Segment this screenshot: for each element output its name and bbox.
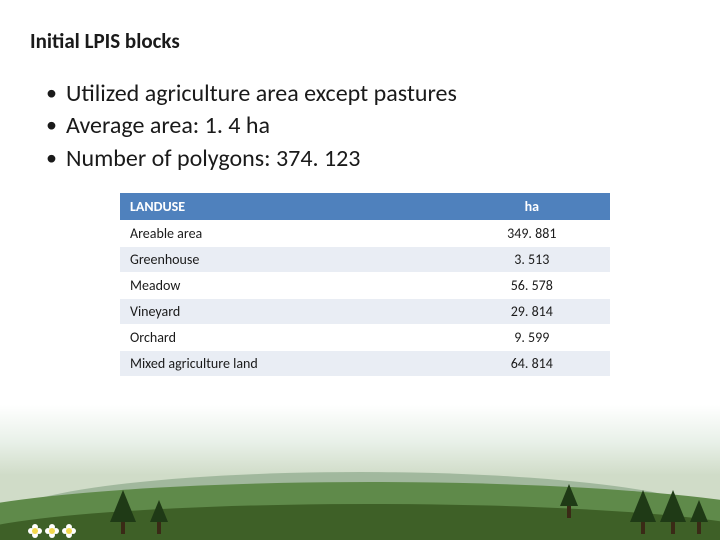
cell-ha: 3. 513 — [454, 247, 610, 273]
col-landuse: LANDUSE — [120, 193, 454, 221]
table-row: Meadow 56. 578 — [120, 273, 610, 299]
table-header-row: LANDUSE ha — [120, 193, 610, 221]
bullet-item: Average area: 1. 4 ha — [46, 110, 690, 142]
col-ha: ha — [454, 193, 610, 221]
table-row: Orchard 9. 599 — [120, 325, 610, 351]
landuse-table-wrap: LANDUSE ha Areable area 349. 881 Greenho… — [120, 193, 610, 376]
cell-landuse: Mixed agriculture land — [120, 351, 454, 377]
table-row: Areable area 349. 881 — [120, 221, 610, 247]
cell-landuse: Greenhouse — [120, 247, 454, 273]
landuse-table: LANDUSE ha Areable area 349. 881 Greenho… — [120, 193, 610, 376]
slide: Initial LPIS blocks Utilized agriculture… — [0, 0, 720, 540]
cell-ha: 64. 814 — [454, 351, 610, 377]
bullet-item: Number of polygons: 374. 123 — [46, 143, 690, 175]
cell-landuse: Areable area — [120, 221, 454, 247]
bullet-item: Utilized agriculture area except pasture… — [46, 78, 690, 110]
cell-ha: 349. 881 — [454, 221, 610, 247]
cell-landuse: Meadow — [120, 273, 454, 299]
cell-ha: 56. 578 — [454, 273, 610, 299]
table-row: Greenhouse 3. 513 — [120, 247, 610, 273]
cell-landuse: Vineyard — [120, 299, 454, 325]
table-row: Mixed agriculture land 64. 814 — [120, 351, 610, 377]
table-row: Vineyard 29. 814 — [120, 299, 610, 325]
cell-ha: 9. 599 — [454, 325, 610, 351]
cell-ha: 29. 814 — [454, 299, 610, 325]
slide-title: Initial LPIS blocks — [30, 28, 690, 54]
cell-landuse: Orchard — [120, 325, 454, 351]
bullet-list: Utilized agriculture area except pasture… — [30, 78, 690, 175]
